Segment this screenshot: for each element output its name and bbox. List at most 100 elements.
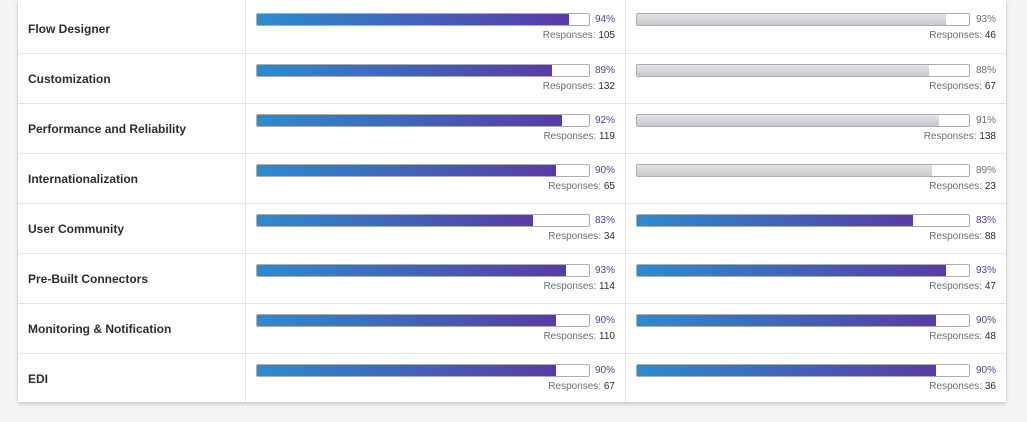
response-label: Responses: (929, 30, 983, 41)
response-count: Responses: 34 (548, 231, 615, 242)
response-number: 138 (979, 131, 996, 142)
response-label: Responses: (929, 381, 983, 392)
feature-name: EDI (18, 354, 246, 402)
response-count: Responses: 67 (548, 381, 615, 392)
response-label: Responses: (929, 231, 983, 242)
score-bar-fill (637, 14, 946, 25)
score-bar-fill (637, 265, 946, 276)
score-bar-fill (257, 365, 556, 376)
response-label: Responses: (548, 231, 602, 242)
score-cell-product-b: 88% Responses: 67 (626, 54, 1006, 103)
score-bar (636, 264, 970, 277)
response-count: Responses: 119 (543, 131, 615, 142)
response-number: 105 (598, 30, 615, 41)
score-cell-product-b: 89% Responses: 23 (626, 154, 1006, 203)
score-percent: 88% (975, 65, 996, 76)
response-count: Responses: 23 (929, 181, 996, 192)
response-number: 119 (599, 131, 615, 142)
score-cell-product-b: 93% Responses: 46 (626, 0, 1006, 53)
response-label: Responses: (548, 181, 602, 192)
score-percent: 90% (975, 315, 996, 326)
feature-name: Flow Designer (18, 0, 246, 53)
response-number: 46 (984, 30, 996, 41)
score-percent: 89% (975, 165, 996, 176)
table-row: EDI 90% Responses: 67 90% Responses: 36 (18, 354, 1006, 402)
score-bar (256, 214, 590, 227)
score-bar (256, 64, 590, 77)
response-number: 88 (984, 231, 996, 242)
response-label: Responses: (923, 131, 977, 142)
score-bar-fill (257, 14, 570, 25)
score-bar-fill (637, 215, 913, 226)
response-count: Responses: 36 (929, 381, 996, 392)
score-percent: 93% (975, 14, 996, 25)
response-number: 114 (599, 281, 615, 292)
score-bar (256, 114, 590, 127)
feature-name: Performance and Reliability (18, 104, 246, 153)
score-bar-fill (257, 65, 553, 76)
score-cell-product-a: 89% Responses: 132 (246, 54, 626, 103)
response-number: 132 (598, 81, 615, 92)
score-bar-fill (257, 115, 563, 126)
response-number: 47 (984, 281, 996, 292)
response-count: Responses: 105 (543, 30, 615, 41)
response-number: 48 (984, 331, 996, 342)
score-bar (636, 314, 970, 327)
score-bar (636, 164, 970, 177)
score-cell-product-a: 90% Responses: 65 (246, 154, 626, 203)
score-cell-product-a: 92% Responses: 119 (246, 104, 626, 153)
table-row: Monitoring & Notification 90% Responses: 1… (18, 304, 1006, 354)
score-percent: 90% (975, 365, 996, 376)
score-percent: 91% (975, 115, 996, 126)
score-bar-fill (257, 165, 556, 176)
response-number: 36 (984, 381, 996, 392)
score-bar-fill (637, 65, 930, 76)
score-percent: 89% (594, 65, 615, 76)
response-number: 65 (603, 181, 615, 192)
score-percent: 93% (975, 265, 996, 276)
response-count: Responses: 114 (543, 281, 615, 292)
response-count: Responses: 138 (924, 131, 996, 142)
response-label: Responses: (543, 331, 597, 342)
response-count: Responses: 67 (929, 81, 996, 92)
score-cell-product-a: 93% Responses: 114 (246, 254, 626, 303)
table-row: Customization 89% Responses: 132 88% Respons… (18, 54, 1006, 104)
score-percent: 83% (975, 215, 996, 226)
table-row: Performance and Reliability 92% Responses:… (18, 104, 1006, 154)
response-number: 67 (984, 81, 996, 92)
response-label: Responses: (542, 30, 596, 41)
response-count: Responses: 48 (929, 331, 996, 342)
score-cell-product-a: 90% Responses: 110 (246, 304, 626, 353)
response-label: Responses: (542, 81, 596, 92)
response-number: 23 (984, 181, 996, 192)
response-count: Responses: 132 (543, 81, 615, 92)
score-bar-fill (637, 315, 936, 326)
response-label: Responses: (543, 281, 597, 292)
score-bar (636, 364, 970, 377)
score-percent: 94% (594, 14, 615, 25)
response-number: 67 (603, 381, 615, 392)
score-bar (256, 314, 590, 327)
table-row: Flow Designer 94% Responses: 105 93% Respons… (18, 0, 1006, 54)
score-cell-product-a: 83% Responses: 34 (246, 204, 626, 253)
score-bar (636, 214, 970, 227)
response-label: Responses: (929, 181, 983, 192)
feature-name: Monitoring & Notification (18, 304, 246, 353)
feature-name: User Community (18, 204, 246, 253)
score-bar (636, 64, 970, 77)
table-row: User Community 83% Responses: 34 83% Respons… (18, 204, 1006, 254)
ratings-table: Flow Designer 94% Responses: 105 93% Respons… (18, 0, 1006, 402)
score-bar-fill (257, 315, 556, 326)
score-cell-product-a: 90% Responses: 67 (246, 354, 626, 402)
feature-name: Internationalization (18, 154, 246, 203)
score-bar (636, 114, 970, 127)
response-label: Responses: (929, 331, 983, 342)
score-cell-product-a: 94% Responses: 105 (246, 0, 626, 53)
feature-name: Customization (18, 54, 246, 103)
score-percent: 92% (594, 115, 615, 126)
score-bar-fill (257, 265, 566, 276)
score-cell-product-b: 90% Responses: 48 (626, 304, 1006, 353)
score-bar-fill (257, 215, 533, 226)
score-bar (256, 264, 590, 277)
response-number: 34 (603, 231, 615, 242)
